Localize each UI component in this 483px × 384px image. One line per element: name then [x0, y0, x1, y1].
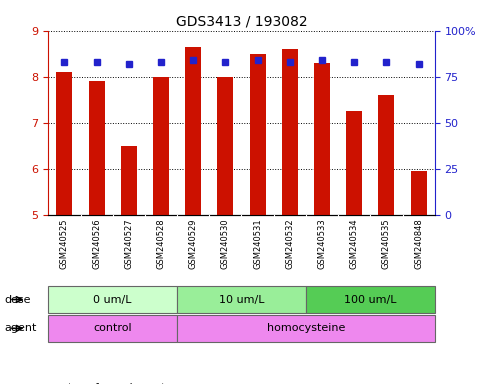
- Title: GDS3413 / 193082: GDS3413 / 193082: [176, 14, 307, 28]
- Text: GSM240527: GSM240527: [124, 218, 133, 269]
- Text: GSM240525: GSM240525: [60, 218, 69, 269]
- Bar: [282, 49, 298, 215]
- Text: GSM240535: GSM240535: [382, 218, 391, 269]
- Text: GSM240531: GSM240531: [253, 218, 262, 269]
- Text: control: control: [93, 323, 132, 333]
- Bar: [314, 63, 330, 215]
- Bar: [306, 286, 435, 313]
- Bar: [185, 47, 201, 215]
- Text: 10 um/L: 10 um/L: [219, 295, 264, 305]
- Bar: [48, 286, 177, 313]
- Text: GSM240848: GSM240848: [414, 218, 423, 269]
- Bar: [217, 77, 233, 215]
- Text: GSM240526: GSM240526: [92, 218, 101, 269]
- Text: GSM240533: GSM240533: [317, 218, 327, 269]
- Text: homocysteine: homocysteine: [267, 323, 345, 333]
- Bar: [250, 54, 266, 215]
- Text: 0 um/L: 0 um/L: [93, 295, 132, 305]
- Bar: [153, 77, 169, 215]
- Text: agent: agent: [5, 323, 37, 333]
- Text: GSM240530: GSM240530: [221, 218, 230, 269]
- Text: GSM240532: GSM240532: [285, 218, 294, 269]
- Text: dose: dose: [5, 295, 31, 305]
- Bar: [88, 81, 105, 215]
- Text: GSM240534: GSM240534: [350, 218, 359, 269]
- Bar: [411, 171, 426, 215]
- Text: GSM240528: GSM240528: [156, 218, 166, 269]
- Bar: [378, 95, 395, 215]
- Bar: [177, 286, 306, 313]
- Text: ■: ■: [48, 381, 64, 384]
- Bar: [177, 315, 435, 342]
- Bar: [48, 315, 177, 342]
- Bar: [57, 72, 72, 215]
- Bar: [346, 111, 362, 215]
- Bar: [121, 146, 137, 215]
- Text: GSM240529: GSM240529: [189, 218, 198, 269]
- Text: transformed count: transformed count: [68, 383, 165, 384]
- Text: 100 um/L: 100 um/L: [344, 295, 397, 305]
